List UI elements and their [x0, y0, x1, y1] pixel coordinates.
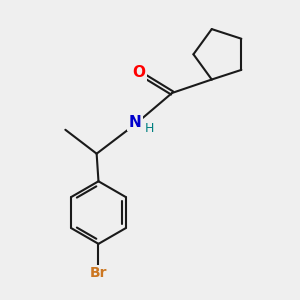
Text: O: O [133, 65, 146, 80]
Text: N: N [129, 115, 142, 130]
Text: Br: Br [90, 266, 107, 280]
Text: H: H [145, 122, 154, 135]
